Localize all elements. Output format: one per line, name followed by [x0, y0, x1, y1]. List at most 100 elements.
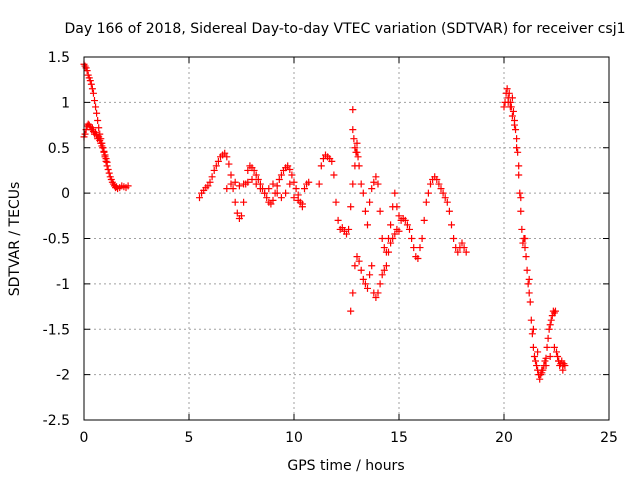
series-segment-4 — [500, 85, 569, 383]
data-point — [538, 366, 546, 374]
data-point — [350, 135, 358, 143]
data-point — [515, 162, 523, 170]
data-point — [305, 178, 313, 186]
data-point — [408, 235, 416, 242]
y-tick-label: 1 — [61, 95, 70, 111]
data-point — [235, 182, 243, 190]
data-point — [88, 85, 96, 93]
data-point — [345, 225, 353, 233]
data-point — [414, 254, 422, 262]
data-point — [105, 169, 113, 177]
data-point — [104, 166, 112, 174]
data-point — [343, 230, 350, 238]
data-point — [401, 216, 409, 224]
data-point — [355, 257, 363, 265]
data-point — [372, 173, 380, 181]
data-point — [244, 178, 252, 186]
data-point — [352, 148, 360, 156]
data-point — [546, 352, 554, 360]
data-point — [427, 180, 434, 188]
data-point — [99, 144, 107, 152]
data-point — [559, 366, 567, 374]
data-point — [355, 162, 363, 170]
data-point — [561, 362, 569, 370]
data-point — [81, 130, 89, 138]
data-point — [277, 171, 285, 179]
data-point — [424, 189, 432, 197]
data-point — [370, 178, 378, 186]
data-point — [435, 180, 443, 188]
data-point — [522, 253, 530, 261]
data-point — [227, 171, 235, 179]
data-point — [395, 227, 403, 235]
data-point — [269, 180, 277, 188]
data-point — [391, 189, 399, 197]
data-point — [506, 103, 514, 111]
y-axis-title: SDTVAR / TECUs — [7, 182, 23, 297]
data-point — [252, 171, 260, 179]
data-point — [418, 235, 426, 242]
data-point — [553, 348, 560, 356]
data-point — [347, 307, 355, 315]
y-tick-label: -1 — [56, 277, 70, 293]
data-point — [519, 239, 527, 247]
data-point — [443, 198, 451, 206]
data-point — [91, 97, 98, 105]
data-point — [378, 271, 386, 279]
series-segment-3-lower — [347, 225, 403, 315]
grid-layer — [84, 57, 609, 420]
data-point — [509, 107, 517, 115]
data-point — [292, 185, 300, 193]
data-point — [88, 124, 96, 132]
data-point — [450, 235, 458, 242]
data-point — [545, 325, 553, 333]
data-point — [206, 178, 214, 186]
data-point — [554, 352, 562, 360]
data-point — [380, 244, 388, 252]
data-point — [349, 106, 357, 114]
data-point — [347, 203, 355, 211]
data-point — [225, 160, 233, 168]
data-point — [208, 173, 216, 181]
data-point — [240, 198, 248, 206]
data-point — [505, 89, 513, 97]
data-point — [516, 189, 524, 197]
data-point — [528, 330, 536, 338]
data-point — [359, 275, 367, 283]
data-point — [543, 343, 551, 351]
data-point — [103, 158, 111, 166]
data-point — [89, 89, 97, 97]
data-point — [212, 162, 220, 170]
tick-layer: 0 5 10 15 20 25 -2.5 -2 -1.5 -1 -0.5 0 0.5 1 1.5 — [43, 50, 618, 446]
data-point — [290, 194, 298, 202]
data-point — [517, 194, 525, 202]
data-point — [525, 289, 533, 297]
data-point — [361, 207, 369, 215]
data-point — [542, 362, 550, 370]
data-point — [372, 293, 380, 301]
data-point — [445, 207, 453, 215]
data-point — [395, 212, 403, 220]
data-point — [513, 144, 521, 152]
data-point — [277, 194, 285, 202]
data-point — [551, 307, 559, 315]
data-point — [353, 139, 361, 147]
data-point — [366, 271, 374, 279]
data-point — [391, 230, 399, 238]
data-point — [334, 216, 342, 224]
data-point — [364, 221, 371, 229]
data-point — [196, 194, 203, 202]
y-tick-label: 0 — [61, 186, 70, 202]
data-point — [514, 148, 522, 156]
data-point — [94, 117, 102, 125]
data-point — [265, 185, 273, 193]
data-point — [529, 325, 537, 333]
data-point — [101, 151, 109, 159]
data-point — [368, 262, 376, 270]
data-point — [102, 155, 110, 163]
data-point — [294, 196, 302, 204]
data-point — [351, 262, 359, 270]
y-tick-label: 1.5 — [48, 50, 70, 66]
data-point — [223, 185, 231, 193]
